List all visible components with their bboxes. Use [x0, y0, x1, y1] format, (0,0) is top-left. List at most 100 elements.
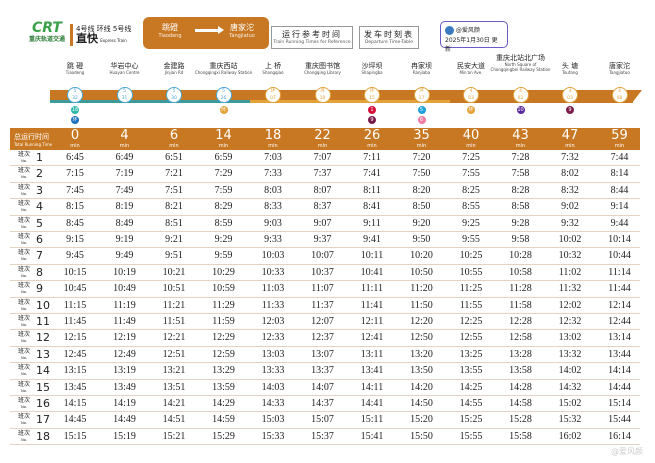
loop-line-segment	[250, 100, 450, 103]
departure-time: 11:49	[113, 316, 136, 327]
transfer-line-icon: 1	[368, 106, 376, 114]
departure-time: 7:44	[610, 152, 629, 163]
departure-time: 14:20	[410, 381, 433, 393]
trip-number: 16	[36, 397, 50, 410]
trip-label-zh: 班次	[18, 282, 31, 290]
departure-time: 11:41	[360, 299, 384, 311]
station-code-badge: 环 10	[314, 87, 331, 103]
departure-time: 9:59	[214, 250, 233, 262]
divider	[70, 24, 73, 46]
table-row: 班次 No. 3 7:45 7:49 7:51 7:59 8:03 8:07 8:11 8:20 8:…	[10, 183, 640, 200]
arrow-right-icon	[195, 26, 224, 34]
trip-number: 14	[36, 364, 50, 378]
departure-time: 14:58	[509, 398, 532, 409]
departure-time: 11:20	[410, 283, 433, 295]
departure-time: 14:15	[63, 398, 87, 409]
line-number: 4	[568, 89, 572, 94]
trip-label-en: No.	[21, 273, 27, 278]
departure-time: 13:28	[509, 348, 532, 360]
trip-number: 1	[36, 151, 43, 164]
departure-time: 12:41	[360, 332, 384, 344]
station-code: 03	[468, 95, 474, 101]
table-row: 班次 No. 17 14:45 14:49 14:51 14:59 15:03 15:07 15:…	[10, 412, 640, 429]
departure-time: 11:45	[63, 316, 87, 327]
table-row: 班次 No. 6 9:15 9:19 9:21 9:29 9:33 9:37 9:41 9:50 9:…	[10, 232, 640, 249]
departure-time: 15:19	[113, 430, 136, 442]
minutes-unit: min	[317, 143, 328, 149]
transfer-line-icon: 环	[219, 106, 228, 114]
transfer-line-icon: 18	[71, 106, 79, 114]
departure-time: 15:44	[608, 414, 631, 426]
trip-label-zh: 班次	[18, 151, 31, 158]
minutes-value: 59	[611, 128, 628, 143]
departure-time: 13:44	[608, 348, 631, 360]
minutes-value: 18	[264, 128, 282, 143]
departure-time: 14:44	[608, 381, 631, 393]
trip-label: 班次 No.	[18, 430, 30, 443]
departure-time: 7:19	[115, 168, 134, 180]
destination: 唐家沱 Tangjiatuo	[229, 23, 255, 39]
departure-time: 10:44	[608, 250, 631, 262]
departure-time: 7:25	[462, 152, 480, 163]
line5-segment	[50, 100, 250, 103]
departure-time: 10:19	[113, 266, 136, 278]
trip-label-en: No.	[21, 437, 27, 442]
minutes-unit: min	[218, 143, 229, 149]
station-name-en: Huayan Centre	[109, 70, 140, 75]
table-row: 班次 No. 14 13:15 13:19 13:21 13:29 13:33 13:37 13:…	[10, 363, 640, 380]
minutes-unit: min	[367, 143, 377, 149]
station-name-zh: 民安大道	[457, 62, 485, 70]
station-code-badge: 4 03	[463, 87, 479, 103]
operator-logo: CRT 重庆轨道交通	[28, 20, 65, 43]
departure-time: 8:37	[313, 201, 332, 213]
trip-number: 5	[36, 216, 43, 230]
station-name-en: Min'an Ave.	[459, 70, 483, 75]
departure-time: 10:49	[113, 283, 136, 295]
trip-label-en: No.	[21, 339, 27, 344]
trip-number: 18	[36, 429, 50, 443]
trip-label-en: No.	[21, 257, 27, 262]
departure-time: 13:33	[261, 365, 285, 377]
departure-time: 7:20	[412, 152, 431, 163]
departure-time: 11:44	[608, 283, 631, 295]
departure-time: 8:59	[214, 217, 233, 229]
trip-label-zh: 班次	[18, 167, 31, 175]
trip-label-en: No.	[21, 355, 27, 360]
departure-time: 8:51	[165, 217, 183, 229]
minutes-value: 40	[462, 128, 480, 143]
trip-label-zh: 班次	[18, 397, 31, 404]
station-name-zh: 金建路	[163, 62, 185, 70]
service-info: 4号线 环线 5号线 直快 Express Train	[76, 25, 132, 45]
departure-time: 8:14	[610, 168, 629, 180]
departure-time: 8:32	[561, 184, 579, 196]
departure-time: 15:28	[509, 414, 532, 426]
departure-time: 9:49	[115, 250, 134, 262]
departure-time: 7:07	[313, 152, 332, 163]
departure-time: 15:03	[261, 414, 285, 426]
trip-label-en: No.	[21, 224, 27, 229]
departure-time: 12:58	[509, 332, 532, 344]
trip-label: 班次 No.	[18, 217, 30, 230]
departure-time: 11:21	[162, 299, 186, 311]
line-number: 5	[222, 89, 225, 94]
departure-time: 7:11	[363, 152, 381, 163]
trip-number: 8	[36, 265, 43, 279]
station-code: 10	[319, 95, 326, 101]
departure-time: 15:02	[558, 398, 582, 409]
departure-time: 14:02	[558, 365, 582, 377]
departure-time: 13:03	[261, 348, 285, 360]
departure-time: 6:49	[115, 152, 134, 163]
departure-time: 12:51	[162, 348, 186, 360]
trip-label: 班次 No.	[18, 381, 30, 394]
departure-time: 11:29	[212, 299, 235, 311]
station-code-badge: 环 17	[413, 87, 430, 103]
transfer-line-icon: 环	[467, 106, 475, 114]
departure-time: 12:14	[608, 299, 631, 311]
departure-time: 10:29	[212, 266, 235, 278]
trip-label-zh: 班次	[18, 249, 31, 257]
departure-time: 14:55	[459, 398, 483, 409]
departure-time: 8:20	[412, 184, 431, 196]
departure-time: 7:51	[165, 184, 183, 196]
departure-time: 10:03	[261, 250, 285, 262]
trip-number: 12	[36, 331, 50, 345]
